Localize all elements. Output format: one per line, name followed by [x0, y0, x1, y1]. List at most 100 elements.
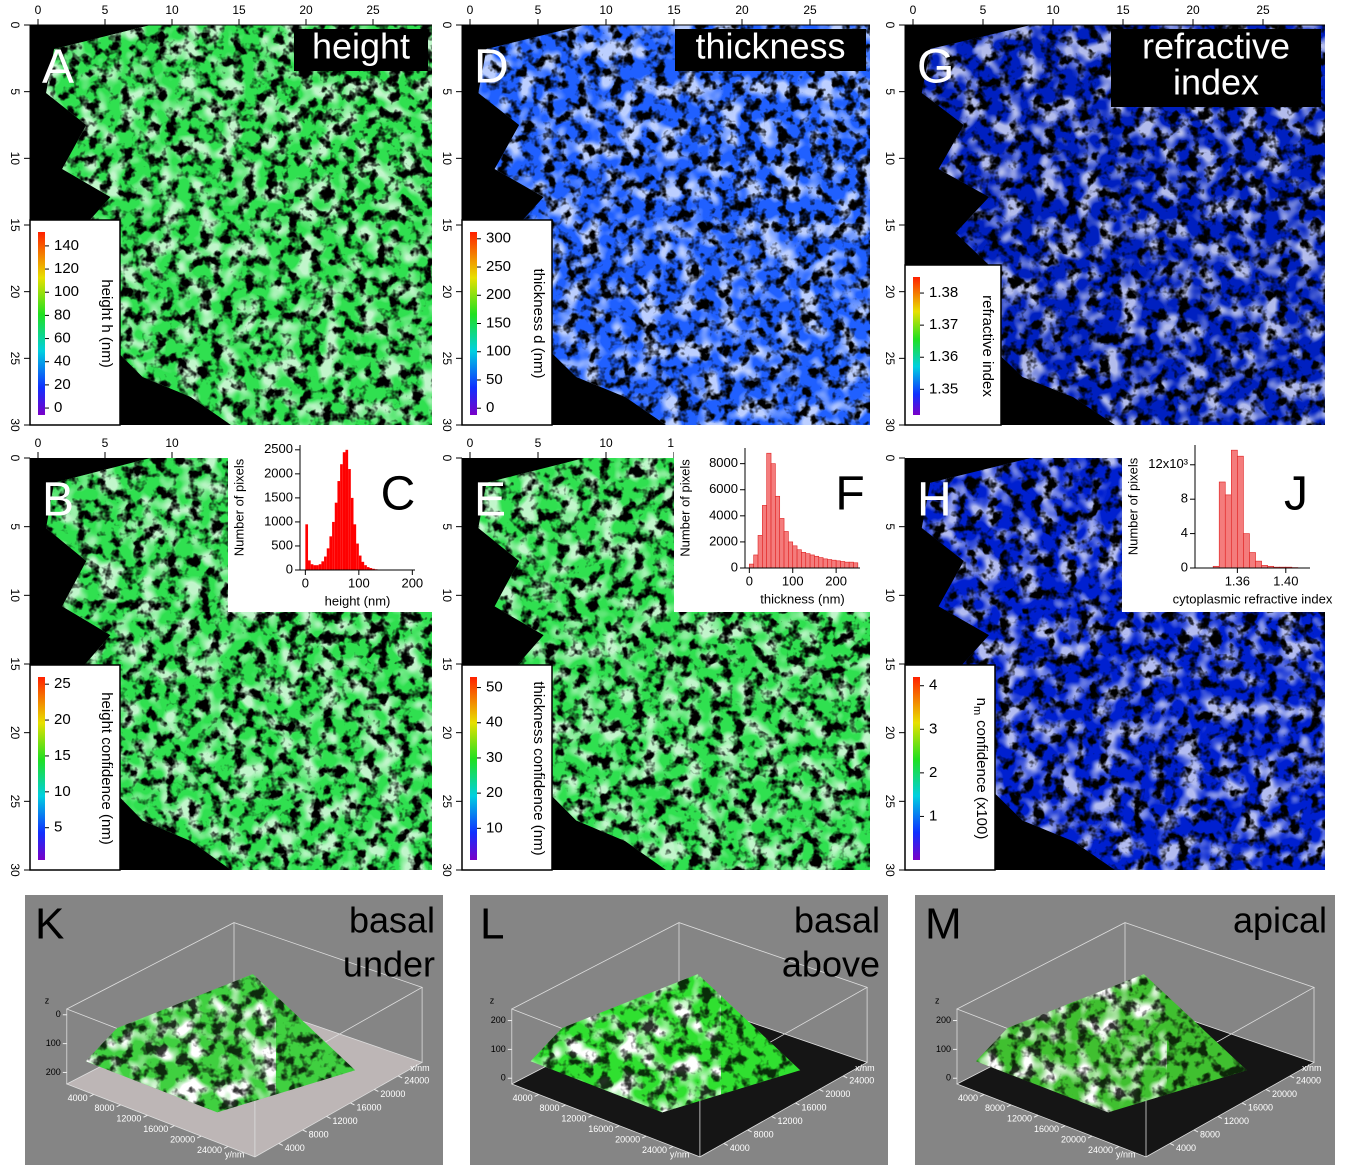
x-tick: [397, 1075, 403, 1079]
bar: [332, 521, 335, 570]
x-tick-label: 20: [299, 3, 313, 17]
bar: [835, 560, 841, 569]
y-tick-label: 20: [8, 285, 22, 299]
colorbar-tick-label: 1.36: [929, 348, 958, 365]
y-tick-label: 30: [883, 863, 897, 877]
x-tick-label: 100: [782, 573, 804, 588]
bar: [844, 561, 850, 569]
x-axis-label: x/nm: [410, 1063, 430, 1073]
x-tick-label: 0: [35, 436, 42, 450]
view-label: basal: [794, 900, 880, 941]
bar: [305, 524, 309, 570]
view-label: basal: [349, 900, 435, 941]
panel-letter: H: [917, 474, 952, 527]
y-tick-label: 500: [271, 537, 293, 552]
bar: [308, 560, 311, 570]
bar: [372, 568, 375, 570]
y-tick-label: 6000: [709, 481, 738, 496]
x-tick: [723, 1142, 729, 1146]
colorbar-tick-label: 100: [54, 283, 79, 300]
bar: [770, 463, 776, 569]
y-tick-label: 20: [440, 726, 454, 740]
bar: [775, 495, 781, 569]
colorbar-tick-label: 100: [486, 343, 511, 360]
colorbar-tick-label: 10: [54, 783, 71, 800]
x-tick-label: 8000: [754, 1129, 774, 1139]
x-tick-label: 10: [165, 3, 179, 17]
bar: [313, 565, 317, 570]
x-tick-label: 20000: [825, 1089, 850, 1099]
y-tick-label: 5: [883, 88, 897, 95]
y-tick-label: 5: [8, 523, 22, 530]
x-tick-label: 25: [366, 3, 380, 17]
y-tick: [143, 1114, 148, 1118]
colorbar: [470, 677, 477, 860]
colorbar-tick-label: 140: [54, 237, 79, 254]
panel-label: refractive: [1142, 26, 1290, 67]
z-tick-label: 100: [491, 1044, 506, 1054]
x-tick-label: 15: [1116, 3, 1130, 17]
y-tick-label: 30: [8, 418, 22, 432]
bar: [779, 518, 785, 569]
x-tick-label: 100: [348, 575, 370, 590]
y-tick-label: 20000: [1061, 1134, 1086, 1144]
x-tick-label: 12000: [1224, 1116, 1249, 1126]
colorbar: [38, 232, 45, 415]
y-tick-label: 0: [8, 455, 22, 462]
x-tick-label: 5: [980, 3, 987, 17]
colorbar-title: thickness confidence (nm): [530, 681, 547, 855]
y-tick-label: 0: [440, 22, 454, 29]
y-tick-label: 24000: [1088, 1145, 1113, 1155]
colorbar-tick-label: 1.38: [929, 284, 958, 301]
x-tick-label: 10: [599, 436, 613, 450]
y-tick-label: 2000: [264, 465, 293, 480]
bar: [337, 481, 341, 570]
panel-letter: G: [917, 41, 954, 94]
x-tick: [302, 1129, 307, 1133]
y-tick-label: 20: [8, 726, 22, 740]
y-tick-label: 8: [1181, 491, 1188, 506]
y-tick-label: 16000: [588, 1124, 613, 1134]
colorbar-tick-label: 40: [486, 714, 503, 731]
bar: [1255, 560, 1262, 569]
colorbar-tick-label: 150: [486, 314, 511, 331]
colorbar-title: refractive index: [979, 295, 996, 397]
y-tick: [979, 1093, 985, 1097]
y-tick-label: 1000: [264, 513, 293, 528]
y-axis-label: y/nm: [670, 1149, 690, 1159]
bar: [310, 564, 314, 570]
bar: [822, 558, 828, 569]
y-tick-label: 20: [883, 285, 897, 299]
y-tick: [116, 1104, 121, 1108]
label-box: [675, 29, 866, 71]
y-tick-label: 15: [883, 657, 897, 671]
label-box: [294, 29, 428, 71]
y-tick-label: 16000: [143, 1124, 168, 1134]
bar: [1231, 449, 1238, 569]
x-tick-label: 1.36: [1225, 573, 1250, 588]
y-tick-label: 24000: [197, 1145, 222, 1155]
colorbar-tick-label: 50: [486, 371, 503, 388]
z-tick-label: 100: [46, 1038, 61, 1048]
x-tick: [795, 1102, 800, 1106]
y-axis-label: Number of pixels: [231, 458, 246, 556]
image-panel: [30, 25, 432, 425]
title-text: confidence (x100): [973, 720, 990, 839]
bar: [1249, 552, 1256, 569]
x-tick-label: 4000: [285, 1143, 305, 1153]
y-tick-label: 4000: [958, 1093, 978, 1103]
bar: [348, 469, 351, 570]
bar: [345, 449, 349, 570]
panel-letter: B: [42, 474, 74, 527]
x-tick: [1169, 1142, 1175, 1146]
y-tick-label: 4000: [68, 1093, 88, 1103]
colorbar-tick-label: 4: [929, 677, 937, 694]
panel-letter: E: [474, 474, 506, 527]
y-tick-label: 25: [883, 352, 897, 366]
view-label: under: [343, 944, 435, 985]
x-tick-label: 10: [599, 3, 613, 17]
y-tick-label: 0: [883, 455, 897, 462]
z-tick-label: 200: [491, 1015, 506, 1025]
y-axis-label: y/nm: [1116, 1149, 1136, 1159]
colorbar-tick-label: 300: [486, 230, 511, 247]
